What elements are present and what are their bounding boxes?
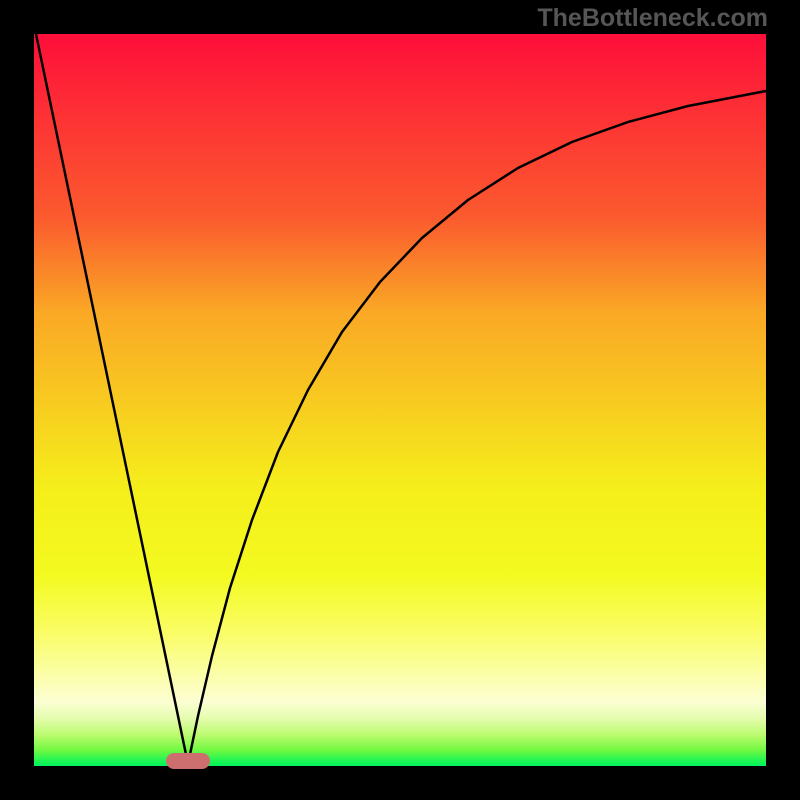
plot-area	[34, 34, 766, 766]
bottom-marker	[166, 753, 210, 769]
watermark-text: TheBottleneck.com	[537, 4, 768, 33]
chart-frame: TheBottleneck.com	[0, 0, 800, 800]
